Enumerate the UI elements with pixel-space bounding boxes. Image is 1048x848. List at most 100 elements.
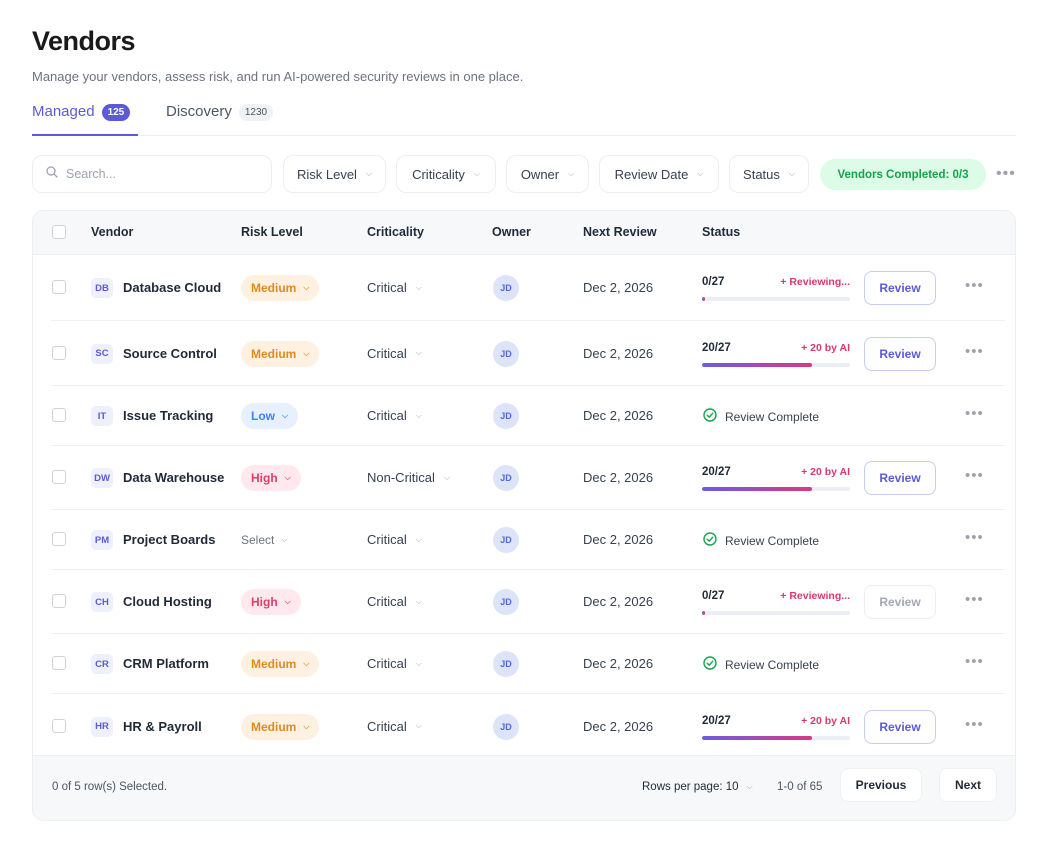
- more-horizontal-icon[interactable]: •••: [965, 342, 984, 360]
- next-review-date: Dec 2, 2026: [583, 345, 654, 361]
- progress-note: + 20 by AI: [801, 341, 850, 354]
- more-horizontal-icon[interactable]: •••: [965, 529, 984, 546]
- vendor-name[interactable]: HR & Payroll: [123, 718, 202, 734]
- next-review-date: Dec 2, 2026: [583, 408, 654, 423]
- column-header-next-review[interactable]: Next Review: [583, 225, 657, 239]
- more-horizontal-icon[interactable]: •••: [965, 653, 984, 670]
- risk-level-dropdown[interactable]: Select ⌵: [241, 527, 297, 553]
- vendor-name[interactable]: Project Boards: [123, 532, 216, 547]
- table-row[interactable]: SC Source Control Medium ⌵ Critical ⌵ JD Dec 2,…: [33, 321, 1015, 386]
- column-header-risk-level[interactable]: Risk Level: [241, 225, 303, 239]
- more-horizontal-icon[interactable]: •••: [965, 591, 984, 608]
- more-horizontal-icon[interactable]: •••: [965, 405, 984, 422]
- chevron-down-icon: ⌵: [303, 283, 310, 292]
- vendor-name[interactable]: Issue Tracking: [123, 408, 214, 423]
- tab-discovery[interactable]: Discovery 1230: [166, 100, 274, 136]
- review-button[interactable]: Review: [864, 336, 936, 371]
- vendors-completed-badge: Vendors Completed: 0/3: [820, 159, 986, 190]
- criticality-dropdown[interactable]: Critical ⌵: [367, 280, 422, 295]
- chevron-down-icon: ⌵: [443, 472, 450, 482]
- rows-per-page-select[interactable]: Rows per page: 10 ⌵: [642, 781, 753, 793]
- risk-level-dropdown[interactable]: High ⌵: [241, 465, 301, 491]
- check-circle-icon: [703, 532, 717, 549]
- vendor-name[interactable]: Data Warehouse: [123, 470, 225, 485]
- progress-note: + Reviewing...: [780, 590, 850, 602]
- owner-avatar[interactable]: JD: [493, 527, 519, 553]
- search-icon: [46, 165, 58, 183]
- select-all-checkbox[interactable]: [52, 225, 66, 239]
- review-button[interactable]: Review: [864, 709, 936, 744]
- owner-avatar[interactable]: JD: [493, 589, 519, 615]
- risk-level-dropdown[interactable]: Low ⌵: [241, 403, 299, 429]
- progress-bar: [702, 487, 850, 491]
- table-row[interactable]: PM Project Boards Select ⌵ Critical ⌵ JD Dec 2,…: [33, 510, 1015, 570]
- table-row[interactable]: CH Cloud Hosting High ⌵ Critical ⌵ JD Dec 2, 20…: [33, 570, 1015, 634]
- vendor-name[interactable]: Source Control: [123, 345, 217, 361]
- criticality-dropdown[interactable]: Critical ⌵: [367, 346, 422, 361]
- table-row[interactable]: HR HR & Payroll Medium ⌵ Critical ⌵ JD Dec 2, 2…: [33, 694, 1015, 759]
- review-button[interactable]: Review: [864, 271, 936, 305]
- row-checkbox[interactable]: [52, 594, 66, 608]
- column-header-criticality[interactable]: Criticality: [367, 225, 424, 239]
- vendor-name[interactable]: Database Cloud: [123, 280, 222, 295]
- owner-avatar[interactable]: JD: [493, 340, 519, 367]
- previous-page-button[interactable]: Previous: [840, 768, 922, 802]
- more-horizontal-icon[interactable]: •••: [965, 277, 984, 294]
- criticality-dropdown[interactable]: Non-Critical ⌵: [367, 470, 450, 485]
- criticality-dropdown[interactable]: Critical ⌵: [367, 408, 422, 423]
- review-complete-status: Review Complete: [703, 656, 819, 673]
- progress-count: 0/27: [702, 276, 725, 288]
- table-row[interactable]: IT Issue Tracking Low ⌵ Critical ⌵ JD Dec 2, 20…: [33, 386, 1015, 446]
- more-horizontal-icon[interactable]: •••: [965, 715, 984, 733]
- search-input[interactable]: [66, 167, 246, 181]
- row-checkbox[interactable]: [52, 345, 66, 360]
- chevron-down-icon: ⌵: [697, 169, 704, 178]
- column-header-status[interactable]: Status: [702, 225, 741, 239]
- owner-avatar[interactable]: JD: [493, 651, 519, 677]
- chevron-down-icon: ⌵: [473, 169, 480, 178]
- filter-review-date[interactable]: Review Date ⌵: [599, 155, 719, 193]
- more-horizontal-icon[interactable]: •••: [965, 467, 984, 484]
- filter-status-label: Status: [743, 166, 780, 182]
- risk-level-dropdown[interactable]: Medium ⌵: [241, 651, 320, 677]
- review-progress: 20/27 + 20 by AI: [702, 715, 850, 741]
- row-checkbox[interactable]: [52, 656, 66, 670]
- risk-level-dropdown[interactable]: Medium ⌵: [241, 275, 320, 301]
- tab-managed[interactable]: Managed 125: [32, 100, 138, 136]
- row-divider: [51, 445, 1005, 446]
- progress-bar-fill: [702, 487, 812, 491]
- risk-level-dropdown[interactable]: Medium ⌵: [241, 340, 320, 367]
- column-header-vendor[interactable]: Vendor: [91, 225, 134, 239]
- column-header-owner[interactable]: Owner: [492, 225, 531, 239]
- criticality-dropdown[interactable]: Critical ⌵: [367, 656, 422, 671]
- filter-owner[interactable]: Owner ⌵: [506, 155, 589, 193]
- criticality-dropdown[interactable]: Critical ⌵: [367, 532, 422, 547]
- review-button[interactable]: Review: [864, 585, 936, 619]
- owner-avatar[interactable]: JD: [493, 403, 519, 429]
- owner-avatar[interactable]: JD: [493, 465, 519, 491]
- check-circle-icon: [703, 656, 717, 673]
- tab-managed-label: Managed: [32, 103, 95, 120]
- owner-avatar[interactable]: JD: [493, 275, 519, 301]
- row-checkbox[interactable]: [52, 408, 66, 422]
- more-horizontal-icon[interactable]: •••: [996, 165, 1016, 182]
- owner-avatar[interactable]: JD: [493, 713, 519, 740]
- table-row[interactable]: CR CRM Platform Medium ⌵ Critical ⌵ JD Dec 2, 2…: [33, 634, 1015, 694]
- filter-criticality[interactable]: Criticality ⌵: [396, 155, 496, 193]
- row-checkbox[interactable]: [52, 718, 66, 733]
- filter-status[interactable]: Status ⌵: [729, 155, 809, 193]
- criticality-dropdown[interactable]: Critical ⌵: [367, 719, 422, 734]
- filter-risk-level[interactable]: Risk Level ⌵: [283, 155, 386, 193]
- criticality-dropdown[interactable]: Critical ⌵: [367, 594, 422, 609]
- vendor-name[interactable]: Cloud Hosting: [123, 594, 212, 609]
- row-checkbox[interactable]: [52, 532, 66, 546]
- table-row[interactable]: DB Database Cloud Medium ⌵ Critical ⌵ JD Dec 2,…: [33, 255, 1015, 321]
- vendor-name[interactable]: CRM Platform: [123, 656, 209, 671]
- review-button[interactable]: Review: [864, 461, 936, 495]
- row-checkbox[interactable]: [52, 280, 66, 294]
- risk-level-dropdown[interactable]: Medium ⌵: [241, 713, 320, 740]
- risk-level-dropdown[interactable]: High ⌵: [241, 589, 301, 615]
- table-row[interactable]: DW Data Warehouse High ⌵ Non-Critical ⌵ JD Dec …: [33, 446, 1015, 510]
- next-page-button[interactable]: Next: [939, 768, 997, 802]
- row-checkbox[interactable]: [52, 470, 66, 484]
